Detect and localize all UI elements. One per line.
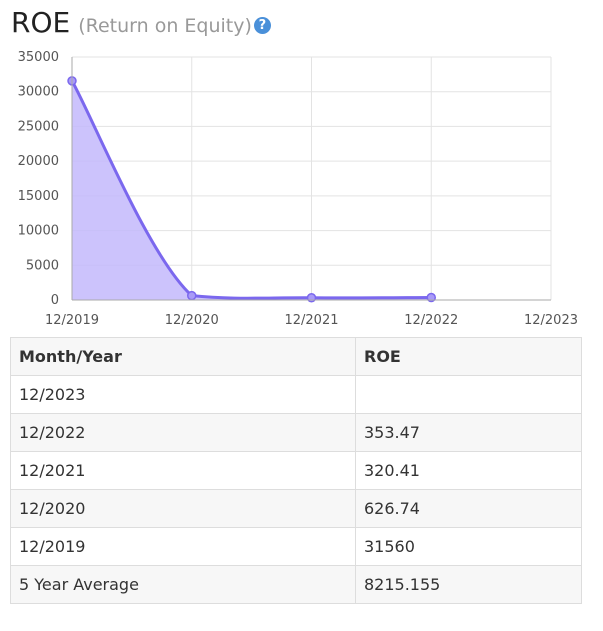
y-tick-label: 15000 — [18, 189, 59, 204]
chart-header: ROE (Return on Equity) ? — [11, 6, 271, 42]
x-tick-label: 12/2023 — [524, 313, 578, 328]
area-fill — [72, 80, 432, 301]
month-year-cell: 12/2020 — [10, 489, 356, 528]
x-tick-label: 12/2021 — [284, 313, 338, 328]
roe-cell: 353.47 — [355, 413, 582, 452]
table-row: 12/2023 — [10, 375, 582, 414]
y-tick-label: 20000 — [18, 154, 59, 169]
y-tick-label: 35000 — [18, 50, 59, 65]
data-point — [306, 293, 317, 303]
roe-cell: 626.74 — [355, 489, 582, 528]
month-year-cell: 12/2022 — [10, 413, 356, 452]
month-year-cell: 12/2021 — [10, 451, 356, 490]
y-tick-label: 25000 — [18, 119, 59, 134]
chart-area-series — [67, 76, 436, 303]
table-row: 12/2022 353.47 — [10, 413, 582, 452]
y-tick-label: 5000 — [26, 258, 59, 273]
month-year-cell: 12/2023 — [10, 375, 356, 414]
page-title: ROE — [11, 6, 71, 39]
table-row: 12/2021 320.41 — [10, 451, 582, 490]
table-header-row: Month/Year ROE — [10, 337, 582, 376]
help-icon[interactable]: ? — [253, 17, 271, 34]
y-tick-label: 10000 — [18, 224, 59, 239]
roe-cell: 320.41 — [355, 451, 582, 490]
average-value-cell: 8215.155 — [355, 565, 582, 604]
month-year-cell: 12/2019 — [10, 527, 356, 566]
table-row: 12/2020 626.74 — [10, 489, 582, 528]
table-row: 12/2019 31560 — [10, 527, 582, 566]
y-tick-label: 30000 — [18, 85, 59, 100]
average-label-cell: 5 Year Average — [10, 565, 356, 604]
roe-chart: 0 5000 10000 15000 20000 25000 30000 35000 12/20… — [18, 50, 578, 328]
roe-table: Month/Year ROE 12/2023 12/2022 353.47 12… — [10, 337, 582, 604]
x-tick-label: 12/2020 — [165, 313, 219, 328]
x-tick-label: 12/2019 — [45, 313, 99, 328]
series-line — [70, 80, 432, 300]
page-subtitle: (Return on Equity) — [78, 15, 252, 37]
chart-axes: 0 5000 10000 15000 20000 25000 30000 35000 12/20… — [18, 50, 578, 328]
y-tick-label: 0 — [51, 293, 59, 308]
x-tick-label: 12/2022 — [404, 313, 458, 328]
column-header-month-year: Month/Year — [10, 337, 356, 376]
roe-cell — [355, 375, 582, 414]
column-header-roe: ROE — [355, 337, 582, 376]
data-point — [187, 290, 197, 301]
table-row-average: 5 Year Average 8215.155 — [10, 565, 582, 604]
roe-cell: 31560 — [355, 527, 582, 566]
